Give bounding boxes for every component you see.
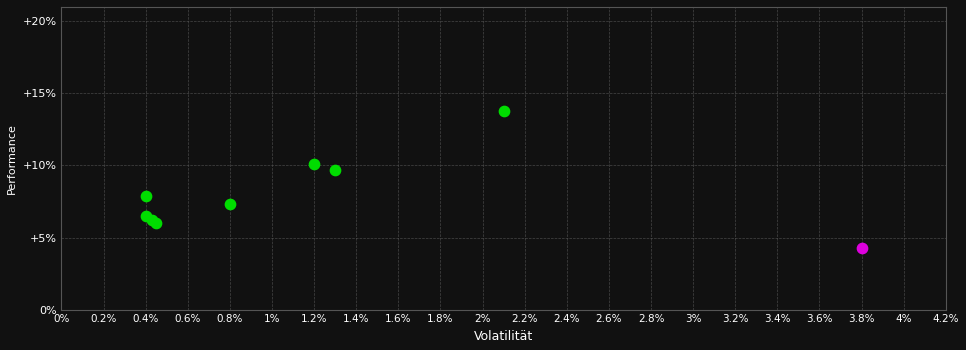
Point (138, 193, 154, 198)
X-axis label: Volatilität: Volatilität (474, 330, 533, 343)
Point (138, 213, 154, 219)
Point (496, 108, 511, 113)
Point (222, 202, 238, 207)
Point (144, 217, 159, 223)
Y-axis label: Performance: Performance (7, 123, 17, 194)
Point (327, 167, 343, 173)
Point (306, 161, 322, 167)
Point (149, 220, 164, 226)
Point (854, 245, 869, 251)
